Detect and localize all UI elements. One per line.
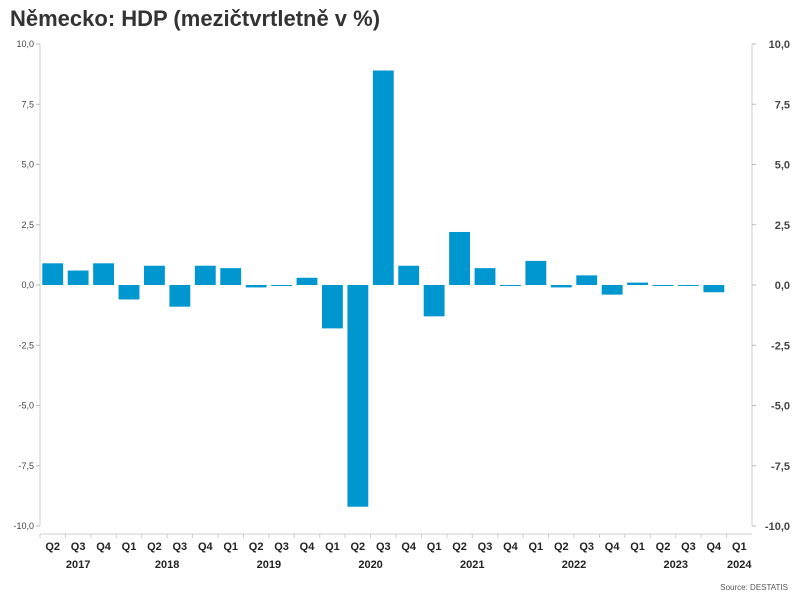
y-tick-label-right: 10,0 — [769, 39, 790, 51]
bar — [271, 285, 292, 286]
category-label: Q4 — [401, 541, 417, 553]
category-label: Q2 — [147, 541, 162, 553]
bar — [220, 268, 242, 285]
y-tick-label-right: -7,5 — [771, 461, 790, 473]
bar — [322, 285, 343, 329]
category-label: Q1 — [630, 541, 645, 553]
y-tick-label-left: 0,0 — [21, 280, 34, 290]
category-label: Q2 — [249, 541, 264, 553]
category-label: Q3 — [478, 541, 493, 553]
y-tick-label-right: 7,5 — [775, 99, 790, 111]
year-label: 2021 — [460, 559, 484, 571]
category-label: Q4 — [300, 541, 316, 553]
bar — [627, 282, 648, 285]
category-label: Q3 — [173, 541, 188, 553]
bar — [93, 263, 114, 285]
bar — [144, 265, 165, 285]
bar — [194, 265, 216, 285]
bar — [525, 260, 547, 285]
category-label: Q1 — [122, 541, 137, 553]
y-tick-label-right: -5,0 — [771, 401, 790, 413]
category-label: Q1 — [732, 541, 747, 553]
category-label: Q1 — [529, 541, 544, 553]
y-tick-label-left: -2,5 — [18, 340, 34, 350]
axes — [36, 43, 756, 538]
bar — [474, 268, 496, 285]
bar — [296, 277, 318, 285]
bar — [652, 285, 674, 286]
y-tick-label-right: -10,0 — [765, 521, 790, 533]
bar — [678, 285, 699, 286]
category-label: Q3 — [71, 541, 86, 553]
year-label: 2024 — [727, 559, 752, 571]
bar — [347, 285, 369, 507]
year-label: 2020 — [358, 559, 382, 571]
bar — [449, 231, 470, 285]
y-tick-label-left: -10,0 — [13, 521, 34, 531]
category-label: Q4 — [96, 541, 112, 553]
year-label: 2022 — [562, 559, 586, 571]
category-label: Q2 — [351, 541, 366, 553]
category-label: Q3 — [681, 541, 696, 553]
category-label: Q3 — [579, 541, 594, 553]
bar — [398, 265, 420, 285]
bar — [576, 275, 598, 285]
bar — [42, 263, 64, 285]
y-tick-label-right: -2,5 — [771, 340, 790, 352]
category-label: Q3 — [376, 541, 391, 553]
bar — [67, 270, 89, 285]
bar — [550, 285, 572, 288]
y-tick-label-right: 0,0 — [775, 280, 790, 292]
y-tick-label-right: 2,5 — [775, 220, 790, 232]
year-label: 2023 — [663, 559, 687, 571]
category-label: Q4 — [198, 541, 214, 553]
y-tick-label-left: 10,0 — [16, 39, 34, 49]
year-label: 2018 — [155, 559, 179, 571]
chart-title: Německo: HDP (mezičtvrtletně v %) — [10, 6, 381, 31]
bar — [372, 70, 394, 285]
category-label: Q2 — [452, 541, 467, 553]
bar — [423, 285, 445, 317]
bar — [601, 285, 623, 295]
bar — [500, 285, 521, 286]
category-label: Q4 — [707, 541, 723, 553]
category-label: Q2 — [45, 541, 60, 553]
y-tick-label-right: 5,0 — [775, 160, 790, 172]
y-tick-label-left: 5,0 — [21, 160, 34, 170]
category-label: Q4 — [605, 541, 621, 553]
bar — [245, 285, 267, 288]
labels: 10,0 10,0 7,5 7,5 5,0 5,0 2,5 2,5 0,0 0,0 -2,5 -2,5… — [13, 39, 790, 571]
bar — [703, 285, 725, 293]
year-label: 2017 — [66, 559, 90, 571]
bar — [169, 285, 191, 307]
category-label: Q1 — [325, 541, 340, 553]
category-label: Q4 — [503, 541, 519, 553]
category-label: Q1 — [223, 541, 238, 553]
y-tick-label-left: -5,0 — [18, 401, 34, 411]
category-label: Q2 — [656, 541, 671, 553]
bars — [42, 70, 725, 507]
category-label: Q2 — [554, 541, 569, 553]
bar — [118, 285, 140, 300]
y-tick-label-left: 2,5 — [21, 220, 34, 230]
category-label: Q1 — [427, 541, 442, 553]
y-tick-label-left: 7,5 — [21, 99, 34, 109]
category-label: Q3 — [274, 541, 289, 553]
source-note: Source: DESTATIS — [720, 583, 788, 592]
y-tick-label-left: -7,5 — [18, 461, 34, 471]
year-label: 2019 — [257, 559, 281, 571]
